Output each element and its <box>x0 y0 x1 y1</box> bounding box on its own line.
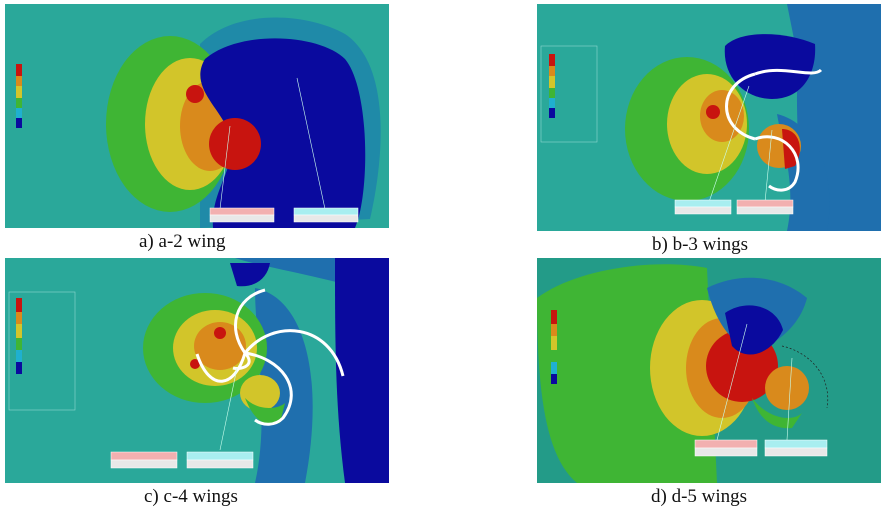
caption-panel-a: a) a-2 wing <box>139 231 226 252</box>
panel-d-5-wings-contour <box>537 258 881 483</box>
panel-a-2-wing-contour <box>5 4 389 228</box>
caption-panel-d: d) d-5 wings <box>651 486 748 507</box>
panel-c-4-wings-contour <box>5 258 389 483</box>
panel-b-3-wings-contour <box>537 4 881 231</box>
caption-panel-c: c) c-4 wings <box>144 486 238 507</box>
caption-panel-b: b) b-3 wings <box>652 234 749 255</box>
